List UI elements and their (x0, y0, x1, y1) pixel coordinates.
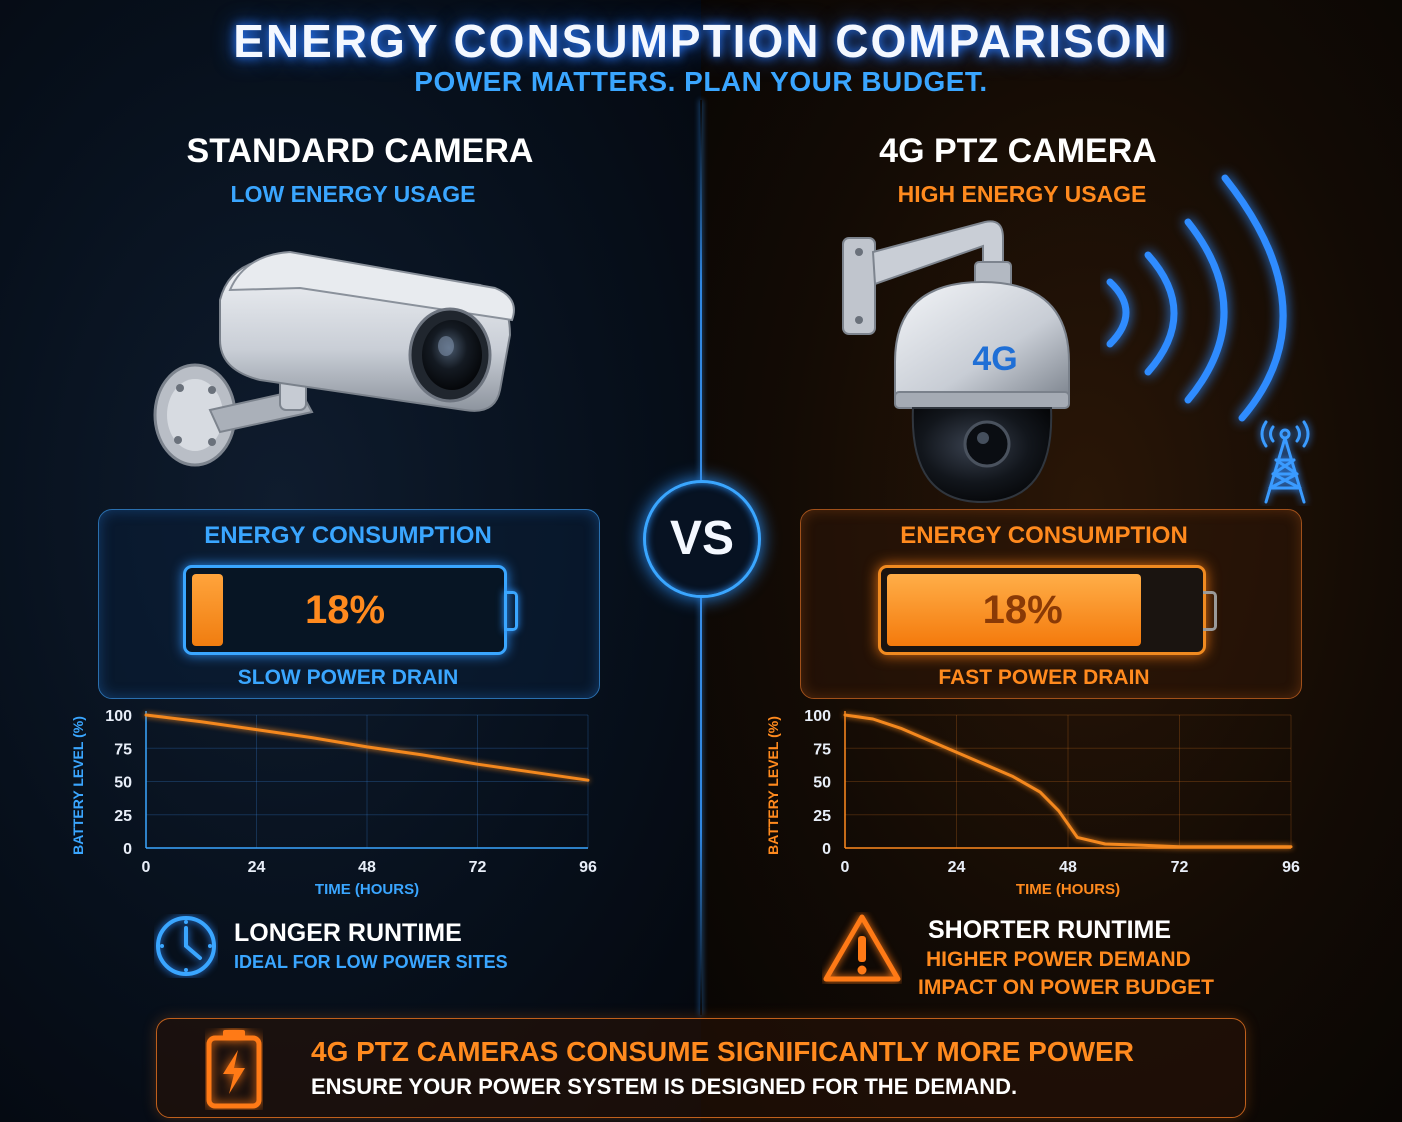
right-runtime-subtitle-1: HIGHER POWER DEMAND (926, 948, 1191, 971)
right-subtitle: HIGH ENERGY USAGE (897, 181, 1147, 207)
footer-title: 4G PTZ CAMERAS CONSUME SIGNIFICANTLY MOR… (311, 1036, 1134, 1067)
clock-icon (156, 916, 216, 976)
left-battery-tip (504, 591, 518, 631)
chart-x-tick-label: 72 (469, 859, 487, 876)
chart-y-tick-label: 0 (123, 841, 132, 858)
left-title: STANDARD CAMERA (186, 132, 534, 170)
footer-banner (156, 1018, 1246, 1118)
camera-4g-badge: 4G (972, 340, 1017, 378)
chart-y-tick-label: 25 (813, 808, 831, 825)
vs-badge: VS (643, 480, 761, 598)
right-runtime-title: SHORTER RUNTIME (928, 916, 1172, 944)
battery-bolt-icon (206, 1030, 262, 1109)
right-battery-tip (1203, 591, 1217, 631)
chart-y-tick-label: 50 (813, 775, 831, 792)
wireless-signal-icon (1106, 174, 1287, 422)
ptz-dome-camera-icon: 4G (842, 220, 1070, 504)
main-subtitle: POWER MATTERS. PLAN YOUR BUDGET. (414, 66, 988, 97)
chart-series-line (843, 713, 1293, 849)
left-drain-label: SLOW POWER DRAIN (237, 666, 459, 689)
chart-y-tick-label: 0 (822, 841, 831, 858)
chart-y-axis-label: BATTERY LEVEL (%) (765, 716, 781, 855)
chart-x-tick-label: 96 (579, 859, 597, 876)
bullet-camera-icon (153, 250, 515, 467)
right-battery-fill (887, 574, 1141, 646)
chart-series-line (144, 713, 590, 782)
chart-y-tick-label: 25 (114, 808, 132, 825)
chart-x-tick-label: 24 (248, 859, 266, 876)
chart-y-axis-label: BATTERY LEVEL (%) (70, 716, 86, 855)
left-subtitle: LOW ENERGY USAGE (230, 181, 476, 207)
right-battery-percent: 18% (982, 588, 1063, 632)
left-battery-chart: 0 25 50 75 100 0 24 48 72 96 TIME (HOURS) BATTERY L… (70, 708, 597, 898)
chart-x-tick-label: 72 (1171, 859, 1189, 876)
chart-y-tick-label: 100 (804, 708, 831, 725)
chart-x-tick-label: 24 (948, 859, 966, 876)
right-drain-label: FAST POWER DRAIN (938, 666, 1150, 689)
chart-x-tick-label: 96 (1282, 859, 1300, 876)
chart-x-axis-label: TIME (HOURS) (315, 881, 419, 898)
chart-x-tick-label: 0 (841, 859, 850, 876)
right-battery-gauge: 18% (878, 565, 1206, 655)
cell-tower-icon (1260, 420, 1310, 504)
chart-x-tick-label: 48 (358, 859, 376, 876)
chart-x-axis-label: TIME (HOURS) (1016, 881, 1120, 898)
chart-x-tick-label: 0 (142, 859, 151, 876)
main-title: ENERGY CONSUMPTION COMPARISON (233, 15, 1169, 67)
left-runtime-subtitle: IDEAL FOR LOW POWER SITES (234, 952, 508, 972)
warning-icon (823, 914, 901, 982)
left-runtime-title: LONGER RUNTIME (234, 919, 462, 947)
right-energy-label: ENERGY CONSUMPTION (900, 522, 1188, 549)
left-battery-gauge: 18% (183, 565, 507, 655)
footer-subtitle: ENSURE YOUR POWER SYSTEM IS DESIGNED FOR… (311, 1074, 1018, 1099)
chart-x-tick-label: 48 (1059, 859, 1077, 876)
chart-y-tick-label: 100 (105, 708, 132, 725)
left-battery-fill (192, 574, 223, 646)
right-runtime-subtitle-2: IMPACT ON POWER BUDGET (918, 976, 1214, 999)
chart-y-tick-label: 75 (813, 741, 831, 758)
right-title: 4G PTZ CAMERA (879, 132, 1157, 170)
chart-y-tick-label: 50 (114, 775, 132, 792)
chart-y-tick-label: 75 (114, 741, 132, 758)
right-battery-chart: 0 25 50 75 100 0 24 48 72 96 TIME (HOURS) BATTERY L… (765, 708, 1300, 898)
left-battery-percent: 18% (304, 588, 386, 632)
left-energy-label: ENERGY CONSUMPTION (204, 522, 492, 549)
